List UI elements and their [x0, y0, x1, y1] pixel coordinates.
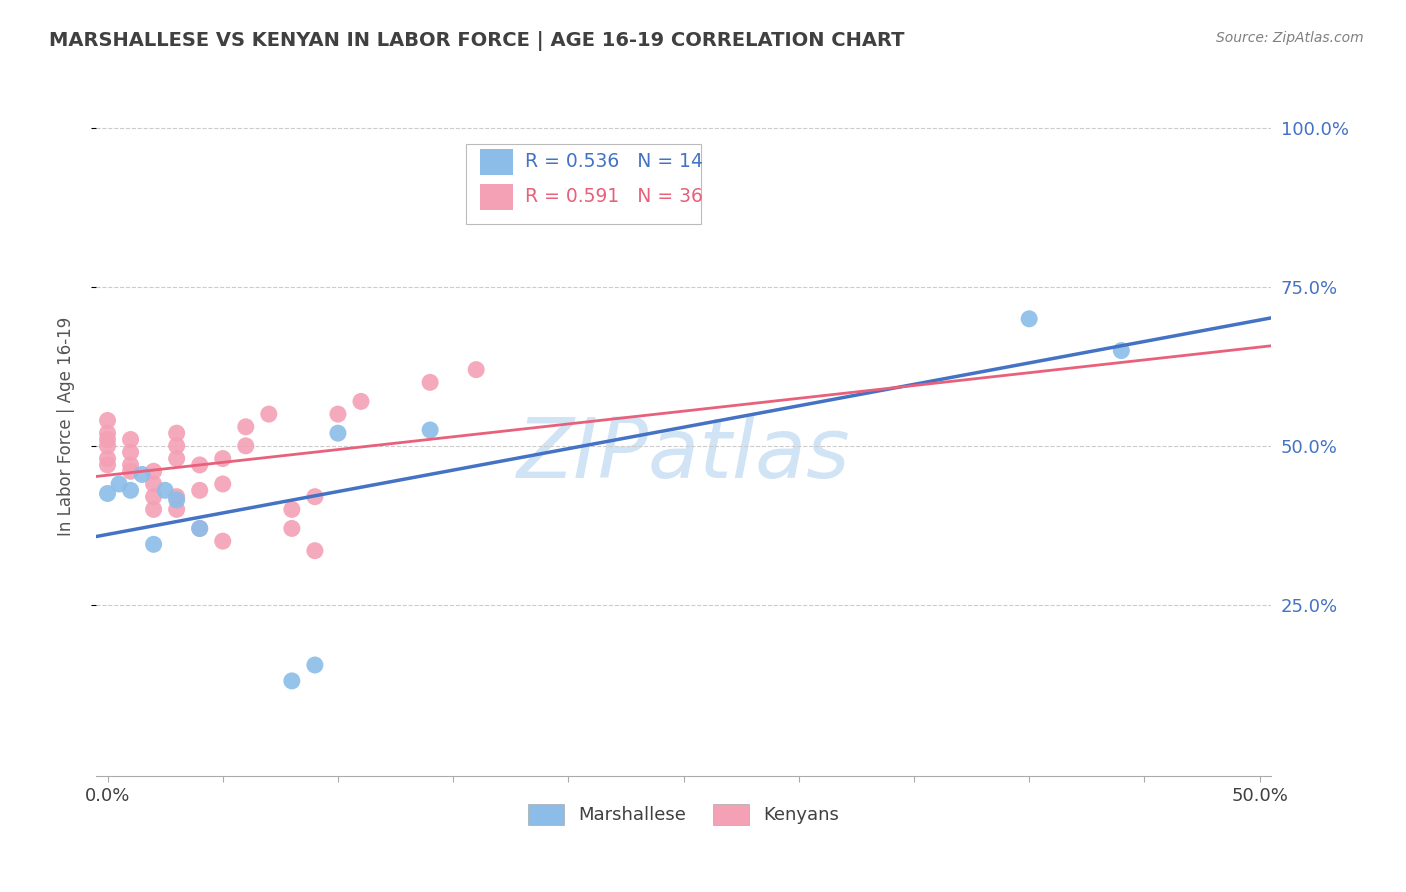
Point — [96, 413, 118, 427]
Point — [108, 477, 131, 491]
Point — [120, 445, 142, 459]
Point — [419, 423, 441, 437]
Bar — [481, 149, 513, 175]
Point — [188, 521, 211, 535]
Text: MARSHALLESE VS KENYAN IN LABOR FORCE | AGE 16-19 CORRELATION CHART: MARSHALLESE VS KENYAN IN LABOR FORCE | A… — [49, 31, 904, 51]
Point — [257, 407, 280, 421]
Legend: Marshallese, Kenyans: Marshallese, Kenyans — [519, 795, 849, 833]
Point — [166, 490, 188, 504]
Point — [326, 426, 349, 441]
Point — [142, 464, 165, 478]
Point — [153, 483, 176, 498]
Point — [326, 407, 349, 421]
Y-axis label: In Labor Force | Age 16-19: In Labor Force | Age 16-19 — [58, 318, 75, 536]
Point — [142, 477, 165, 491]
Point — [166, 439, 188, 453]
Point — [211, 534, 233, 549]
Point — [281, 521, 304, 535]
Point — [120, 483, 142, 498]
Point — [96, 426, 118, 441]
Point — [166, 492, 188, 507]
Point — [166, 502, 188, 516]
Point — [1111, 343, 1133, 358]
Point — [281, 502, 304, 516]
Point — [465, 362, 488, 376]
Bar — [481, 184, 513, 211]
Point — [281, 673, 304, 688]
Point — [1018, 311, 1040, 326]
Point — [142, 502, 165, 516]
Point — [142, 490, 165, 504]
Point — [304, 543, 326, 558]
Point — [188, 521, 211, 535]
Point — [96, 433, 118, 447]
Point — [166, 426, 188, 441]
Point — [235, 419, 257, 434]
Point — [419, 376, 441, 390]
Point — [120, 458, 142, 472]
Point — [188, 458, 211, 472]
Point — [211, 477, 233, 491]
Point — [142, 537, 165, 551]
Text: ZIPatlas: ZIPatlas — [517, 414, 851, 495]
Point — [211, 451, 233, 466]
Point — [96, 439, 118, 453]
Point — [304, 658, 326, 673]
Point — [96, 486, 118, 500]
Point — [235, 439, 257, 453]
Point — [120, 433, 142, 447]
Bar — [467, 144, 702, 224]
Point — [131, 467, 153, 482]
Text: Source: ZipAtlas.com: Source: ZipAtlas.com — [1216, 31, 1364, 45]
Point — [120, 464, 142, 478]
Text: R = 0.536   N = 14: R = 0.536 N = 14 — [524, 153, 703, 171]
Point — [96, 451, 118, 466]
Text: R = 0.591   N = 36: R = 0.591 N = 36 — [524, 187, 703, 206]
Point — [304, 490, 326, 504]
Point — [96, 458, 118, 472]
Point — [188, 483, 211, 498]
Point — [350, 394, 373, 409]
Point — [166, 451, 188, 466]
